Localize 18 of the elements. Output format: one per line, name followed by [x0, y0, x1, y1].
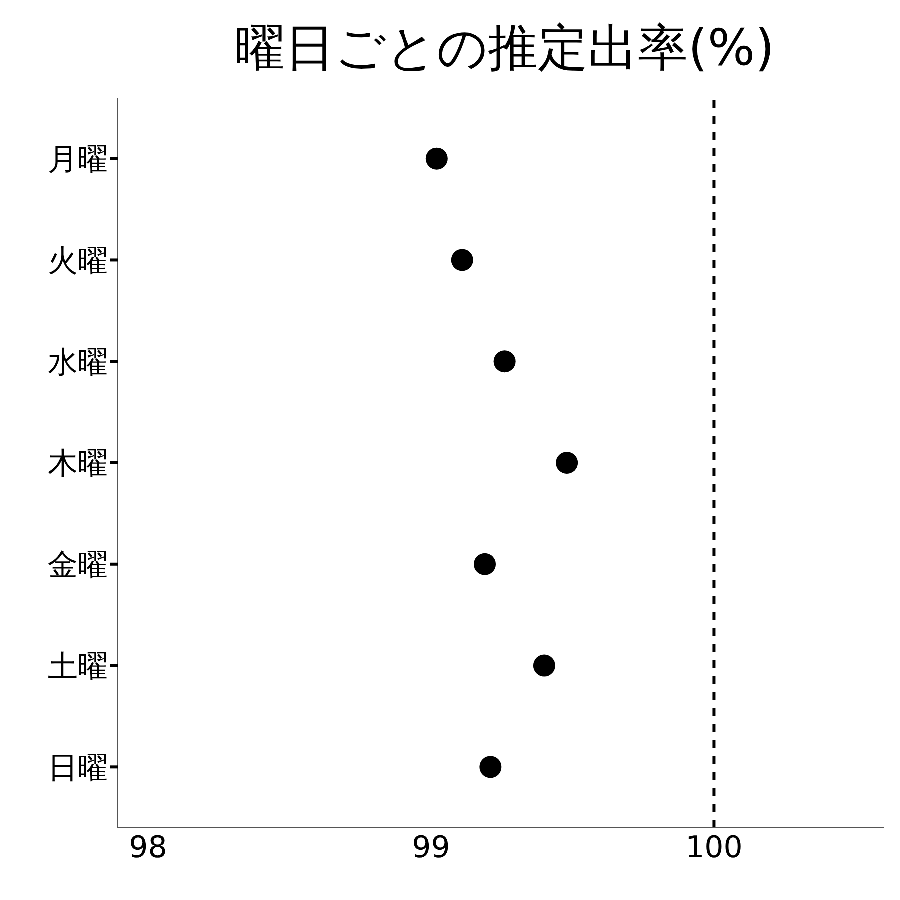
y-tick-label: 火曜	[48, 244, 108, 279]
x-tick-label: 98	[129, 830, 168, 866]
point	[474, 553, 496, 576]
y-tick-label: 水曜	[48, 345, 108, 380]
point	[533, 654, 556, 677]
point	[494, 350, 516, 373]
y-tick-label: 金曜	[48, 548, 108, 584]
point	[556, 452, 578, 474]
y-tick-label: 土曜	[48, 649, 108, 684]
x-tick-label: 100	[686, 830, 743, 866]
point	[451, 249, 474, 272]
point	[480, 756, 502, 778]
chart-title: 曜日ごとの推定出率(%)	[234, 18, 776, 79]
y-tick-label: 月曜	[48, 142, 108, 178]
y-tick-label: 日曜	[48, 750, 108, 786]
point	[426, 148, 448, 170]
y-tick-label: 木曜	[48, 446, 108, 482]
x-tick-label: 99	[412, 830, 450, 866]
